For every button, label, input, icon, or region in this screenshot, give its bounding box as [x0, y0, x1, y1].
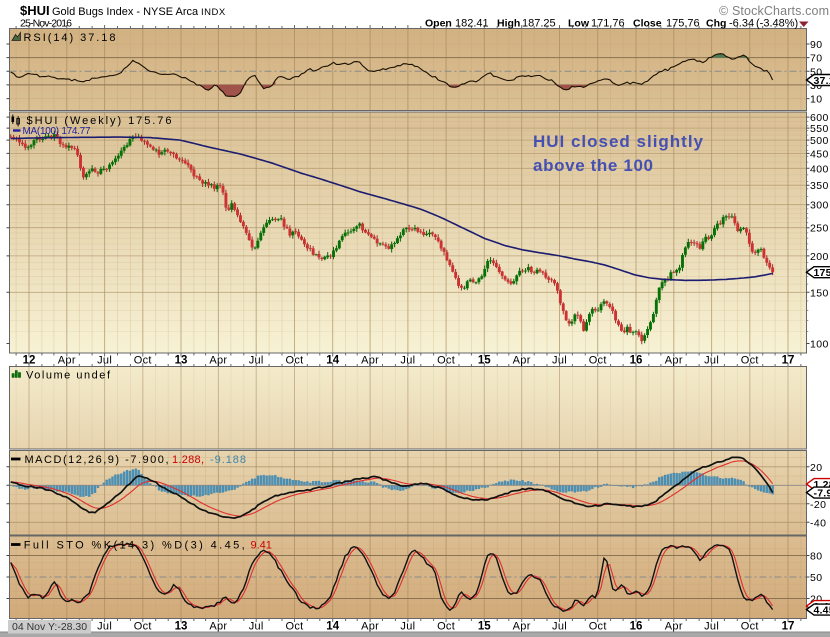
- svg-text:-6.34: -6.34: [729, 18, 754, 30]
- svg-text:15: 15: [478, 355, 491, 367]
- svg-text:$HUI: $HUI: [20, 3, 50, 18]
- svg-text:Apr: Apr: [665, 621, 683, 633]
- svg-text:Jul: Jul: [400, 621, 415, 633]
- svg-text:© StockCharts.com: © StockCharts.com: [719, 4, 829, 18]
- svg-text:Chg: Chg: [706, 18, 726, 30]
- svg-text:Open: Open: [425, 18, 452, 30]
- svg-text:High: High: [497, 18, 520, 30]
- svg-text:Oct: Oct: [285, 355, 303, 367]
- svg-text:600: 600: [810, 112, 829, 124]
- svg-text:16: 16: [630, 621, 643, 633]
- svg-text:187.25: 187.25: [522, 18, 556, 30]
- svg-text:500: 500: [810, 135, 829, 147]
- svg-text:-9.188: -9.188: [210, 454, 246, 466]
- svg-text:Oct: Oct: [134, 355, 152, 367]
- svg-text:25-Nov-2016: 25-Nov-2016: [20, 18, 72, 30]
- svg-text:Apr: Apr: [209, 621, 227, 633]
- svg-text:Close: Close: [633, 18, 662, 30]
- svg-text:Oct: Oct: [437, 621, 455, 633]
- svg-text:Oct: Oct: [285, 621, 303, 633]
- svg-text:250: 250: [810, 223, 829, 235]
- svg-text:14: 14: [326, 355, 339, 367]
- svg-text:70: 70: [810, 53, 822, 65]
- svg-text:Apr: Apr: [361, 355, 379, 367]
- svg-text:HUI closed slightly: HUI closed slightly: [533, 132, 704, 151]
- svg-text:20: 20: [810, 462, 822, 474]
- svg-text:Jul: Jul: [249, 621, 264, 633]
- svg-text:Jul: Jul: [249, 355, 264, 367]
- svg-text:RSI(14) 37.18: RSI(14) 37.18: [24, 32, 116, 44]
- svg-text:Oct: Oct: [589, 355, 607, 367]
- svg-text:450: 450: [810, 148, 829, 160]
- svg-text:150: 150: [810, 287, 829, 299]
- svg-text:Jul: Jul: [97, 355, 112, 367]
- svg-text:Oct: Oct: [134, 621, 152, 633]
- svg-text:Jul: Jul: [552, 355, 567, 367]
- svg-text:Jul: Jul: [704, 621, 719, 633]
- svg-text:Jul: Jul: [552, 621, 567, 633]
- svg-text:80: 80: [810, 551, 822, 563]
- svg-text:Jul: Jul: [704, 355, 719, 367]
- svg-text:300: 300: [810, 200, 829, 212]
- svg-text:-40: -40: [810, 517, 826, 529]
- svg-text:04 Nov Y:-28.30: 04 Nov Y:-28.30: [12, 621, 87, 633]
- svg-text:10: 10: [810, 94, 822, 106]
- svg-text:15: 15: [478, 621, 491, 633]
- svg-text:Jul: Jul: [97, 621, 112, 633]
- svg-text:above the 100: above the 100: [533, 156, 653, 175]
- svg-text:12: 12: [23, 355, 36, 367]
- svg-text:175.76: 175.76: [666, 18, 700, 30]
- svg-text:INDX: INDX: [201, 7, 226, 18]
- svg-text:MACD(12,26,9) -7.900,: MACD(12,26,9) -7.900,: [25, 454, 169, 466]
- svg-text:Gold Bugs Index - NYSE Arca: Gold Bugs Index - NYSE Arca: [52, 6, 199, 18]
- svg-text:Oct: Oct: [437, 355, 455, 367]
- svg-text:171.76: 171.76: [591, 18, 625, 30]
- svg-text:182.41: 182.41: [455, 18, 489, 30]
- svg-text:Apr: Apr: [513, 355, 531, 367]
- svg-text:200: 200: [810, 251, 829, 263]
- svg-text:Apr: Apr: [361, 621, 379, 633]
- svg-text:Apr: Apr: [513, 621, 531, 633]
- svg-text:Oct: Oct: [741, 621, 759, 633]
- svg-text:400: 400: [810, 163, 829, 175]
- svg-text:-20: -20: [810, 499, 826, 511]
- svg-text:50: 50: [810, 572, 822, 584]
- svg-text:550: 550: [810, 123, 829, 135]
- svg-text:-7.90: -7.90: [814, 487, 830, 499]
- svg-text:13: 13: [175, 621, 188, 633]
- svg-text:13: 13: [175, 355, 188, 367]
- svg-text:17: 17: [782, 621, 795, 633]
- svg-text:9.41: 9.41: [251, 540, 272, 552]
- svg-text:17: 17: [782, 355, 795, 367]
- svg-text:4.45: 4.45: [814, 604, 830, 616]
- svg-text:1.288,: 1.288,: [172, 454, 204, 466]
- svg-text:Apr: Apr: [665, 355, 683, 367]
- svg-text:Oct: Oct: [741, 355, 759, 367]
- svg-text:MA(100) 174.77: MA(100) 174.77: [23, 126, 91, 137]
- svg-text:Oct: Oct: [589, 621, 607, 633]
- svg-text:Low: Low: [568, 18, 590, 30]
- svg-text:37.1: 37.1: [814, 75, 830, 87]
- svg-text:16: 16: [630, 355, 643, 367]
- svg-text:Apr: Apr: [58, 355, 76, 367]
- svg-text:Apr: Apr: [209, 355, 227, 367]
- svg-text:(-3.48%): (-3.48%): [756, 18, 798, 30]
- svg-text:350: 350: [810, 180, 829, 192]
- svg-text:100: 100: [810, 339, 829, 351]
- svg-text:Jul: Jul: [400, 355, 415, 367]
- svg-text:14: 14: [326, 621, 339, 633]
- svg-text:175.76: 175.76: [814, 267, 830, 279]
- svg-text:90: 90: [810, 39, 822, 51]
- svg-text:Volume undef: Volume undef: [26, 370, 111, 382]
